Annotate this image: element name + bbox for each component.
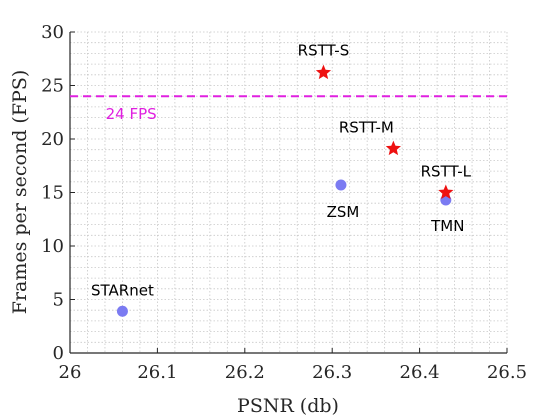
y-tick-label: 30 [41, 22, 64, 43]
data-point-star-rstt-m [385, 140, 401, 156]
x-tick-label: 26.1 [137, 362, 177, 383]
y-tick-label: 25 [41, 76, 64, 97]
data-point-circle-starnet [116, 305, 128, 317]
reference-line-label: 24 FPS [106, 105, 157, 123]
data-label-rstt-m: RSTT-M [339, 119, 394, 137]
y-tick-label: 10 [41, 236, 64, 257]
data-point-star-rstt-l [438, 184, 454, 199]
data-label-starnet: STARnet [91, 281, 154, 299]
data-label-rstt-l: RSTT-L [421, 163, 472, 181]
data-label-rstt-s: RSTT-S [298, 42, 350, 60]
data-label-tmn: TMN [430, 217, 464, 235]
data-point-star-rstt-s [315, 64, 332, 80]
x-tick-label: 26.3 [312, 362, 352, 383]
x-tick-label: 26.2 [225, 362, 265, 383]
x-axis-label: PSNR (db) [237, 395, 339, 417]
grid [69, 31, 508, 354]
axes [69, 31, 508, 354]
y-tick-label: 20 [41, 129, 64, 150]
data-points: STARnet ZSM TMN RSTT-S RSTT-M RSTT-L [91, 42, 472, 317]
y-tick-label: 0 [53, 343, 64, 364]
data-label-zsm: ZSM [327, 203, 360, 221]
x-tick-label: 26 [59, 362, 82, 383]
x-tick-label: 26.4 [400, 362, 440, 383]
y-tick-label: 5 [53, 290, 64, 311]
y-tick-label: 15 [41, 183, 64, 204]
data-point-circle-zsm [335, 179, 347, 191]
y-axis-label: Frames per second (FPS) [9, 70, 31, 315]
tick-labels: 26 26.1 26.2 26.3 26.4 26.5 0 5 10 15 20 25 30 [41, 22, 527, 383]
x-tick-label: 26.5 [487, 362, 527, 383]
reference-line-group: 24 FPS [70, 95, 507, 123]
